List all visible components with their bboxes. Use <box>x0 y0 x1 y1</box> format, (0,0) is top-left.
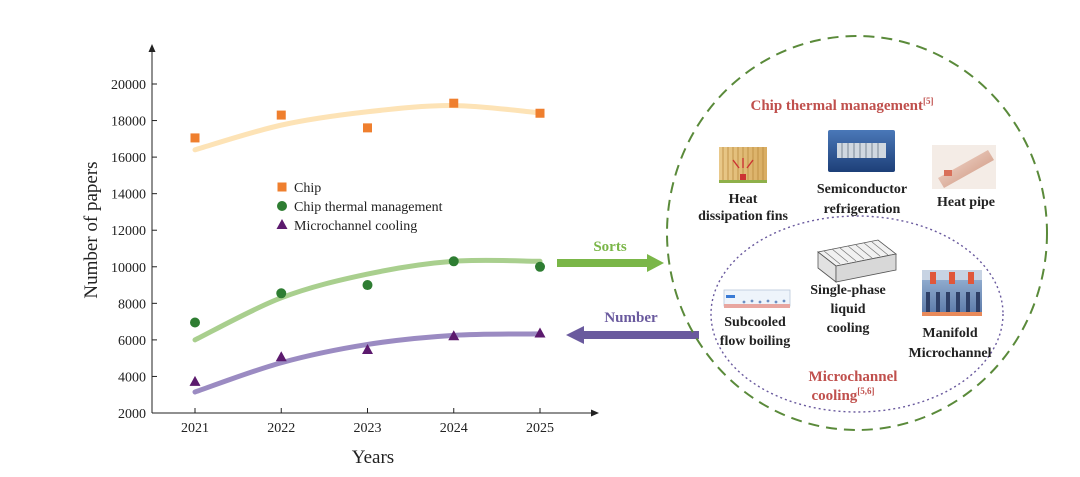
thermoelectric-cooler-icon <box>828 130 895 172</box>
inner-group-title-line2: cooling[5,6] <box>811 386 874 404</box>
data-point-0-0 <box>190 133 200 143</box>
data-point-2-2 <box>362 343 373 354</box>
y-tick-label: 14000 <box>111 188 146 203</box>
x-tick-label: 2025 <box>526 421 554 436</box>
data-point-2-4 <box>534 327 546 338</box>
x-tick-label: 2022 <box>267 421 295 436</box>
y-ticks: 2000 4000 6000 8000 10000 12000 14000 16000 1800… <box>111 78 157 422</box>
legend: Chip Chip thermal management Microchannel … <box>276 181 443 234</box>
heat-sink-fins-icon <box>719 147 767 183</box>
classification-panel: Chip thermal management[5] Heat dissipat… <box>666 35 1048 431</box>
trend-line-0 <box>192 103 543 153</box>
manifold-label-line1: Manifold <box>922 326 977 341</box>
single-phase-channel-icon <box>817 239 897 283</box>
legend-marker-1 <box>277 201 287 211</box>
boiling-label-line2: flow boiling <box>720 334 790 349</box>
data-points <box>189 98 546 386</box>
heat-pipe-label: Heat pipe <box>937 195 995 210</box>
manifold-label-line2: Microchannel <box>909 346 992 361</box>
fins-label-line2: dissipation fins <box>698 209 788 224</box>
data-point-1-4 <box>535 261 545 272</box>
data-point-0-2 <box>363 123 372 133</box>
outer-group-title: Chip thermal management[5] <box>751 96 934 114</box>
y-tick-label: 12000 <box>111 224 146 239</box>
y-tick-label: 16000 <box>111 151 146 166</box>
sorts-arrow: Sorts <box>557 239 664 272</box>
legend-label-1: Chip thermal management <box>294 200 443 215</box>
x-axis-arrow <box>591 409 599 417</box>
y-tick-label: 6000 <box>118 334 146 349</box>
y-tick-label: 10000 <box>111 261 146 276</box>
y-tick-label: 8000 <box>118 297 146 312</box>
number-arrow-label: Number <box>604 310 658 326</box>
chart-area: 2000 4000 6000 8000 10000 12000 14000 16000 1800… <box>81 44 599 468</box>
data-point-1-1 <box>276 288 287 299</box>
data-point-2-1 <box>275 351 287 362</box>
manifold-microchannel-icon <box>922 270 982 316</box>
x-axis-title: Years <box>352 447 394 468</box>
data-point-0-3 <box>449 98 459 108</box>
trend-line-1 <box>192 257 543 343</box>
flow-boiling-icon <box>723 289 791 308</box>
single-phase-label-line2: liquid <box>830 302 865 317</box>
legend-marker-0 <box>277 182 287 192</box>
y-tick-label: 20000 <box>111 78 146 93</box>
y-axis-arrow <box>148 44 156 52</box>
single-phase-label-line3: cooling <box>827 321 870 336</box>
legend-label-2: Microchannel cooling <box>294 219 417 234</box>
legend-marker-2 <box>276 219 288 229</box>
data-point-1-2 <box>362 280 373 291</box>
x-tick-label: 2023 <box>354 421 382 436</box>
inner-group-title-line1: Microchannel <box>809 369 898 385</box>
boiling-label-line1: Subcooled <box>724 315 786 330</box>
y-tick-label: 18000 <box>111 115 146 130</box>
x-tick-label: 2024 <box>440 421 468 436</box>
number-arrow: Number <box>566 310 699 344</box>
data-point-1-0 <box>190 317 200 328</box>
heat-pipe-icon <box>932 145 996 189</box>
data-point-1-3 <box>448 256 459 267</box>
y-tick-label: 2000 <box>118 407 146 422</box>
sorts-arrow-label: Sorts <box>593 239 626 255</box>
fins-label-line1: Heat <box>729 192 758 207</box>
tec-label-line1: Semiconductor <box>817 182 907 197</box>
single-phase-label-line1: Single-phase <box>810 283 885 298</box>
outer-dashed-circle <box>666 35 1048 431</box>
data-point-2-3 <box>448 330 460 341</box>
data-point-2-0 <box>189 375 201 386</box>
data-point-0-4 <box>535 108 545 118</box>
tec-label-line2: refrigeration <box>824 202 901 217</box>
y-axis-title: Number of papers <box>81 161 102 298</box>
inner-dotted-circle <box>710 215 1004 413</box>
y-tick-label: 4000 <box>118 370 146 385</box>
x-ticks: 2021 2022 2023 2024 2025 <box>181 408 554 436</box>
legend-label-0: Chip <box>294 181 321 196</box>
trend-line-2 <box>192 331 543 395</box>
data-point-0-1 <box>276 110 286 120</box>
x-tick-label: 2021 <box>181 421 209 436</box>
